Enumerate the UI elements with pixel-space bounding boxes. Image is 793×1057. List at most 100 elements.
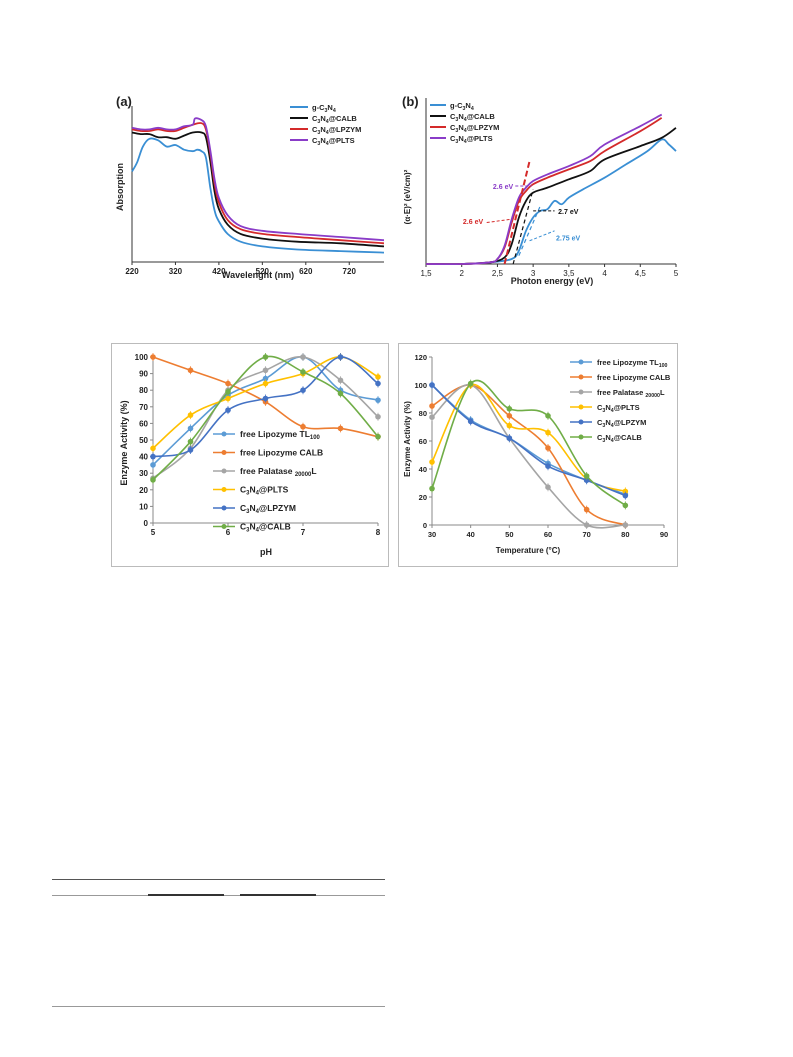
y-tick-label: 10 xyxy=(139,502,148,511)
data-point xyxy=(622,522,629,528)
x-tick-label: 80 xyxy=(621,530,629,539)
x-tick-label: 40 xyxy=(466,530,474,539)
data-point xyxy=(375,374,381,380)
y-axis-label: (α·E)² (eV/cm)² xyxy=(403,169,412,224)
y-tick-label: 0 xyxy=(423,521,427,530)
data-point xyxy=(545,429,551,436)
legend-marker xyxy=(221,468,227,474)
data-point xyxy=(337,377,344,384)
series-line xyxy=(431,384,626,497)
legend-label: free Lipozyme TL100 xyxy=(240,429,321,441)
data-point xyxy=(262,380,269,387)
data-point xyxy=(150,477,156,483)
x-tick-label: 720 xyxy=(343,267,357,276)
data-point xyxy=(262,395,269,402)
legend-label: g-C3N4 xyxy=(312,103,336,114)
data-point xyxy=(429,382,435,388)
y-tick-label: 80 xyxy=(419,409,427,418)
data-point xyxy=(262,375,269,382)
x-tick-label: 1,5 xyxy=(420,269,432,278)
legend-label: g-C3N4 xyxy=(450,101,474,112)
data-point xyxy=(300,369,306,375)
data-point xyxy=(150,354,156,360)
panel-label-a: (a) xyxy=(116,94,132,109)
legend-marker xyxy=(578,419,584,425)
data-point xyxy=(187,438,194,445)
legend-label: free Lipozyme CALB xyxy=(240,448,323,458)
x-tick-label: 8 xyxy=(376,528,381,537)
legend-label: C3N4@CALB xyxy=(597,433,642,444)
y-tick-label: 120 xyxy=(414,353,427,362)
data-point xyxy=(375,433,381,440)
x-tick-label: 620 xyxy=(299,267,313,276)
legend-label: C3N4@LPZYM xyxy=(312,125,361,136)
legend-label: C3N4@LPZYM xyxy=(597,418,646,429)
data-point xyxy=(429,459,435,465)
table-group-rule-1 xyxy=(148,894,224,896)
legend-marker xyxy=(578,374,584,380)
x-axis-label: pH xyxy=(260,547,272,557)
legend-label: C3N4@CALB xyxy=(312,114,357,125)
data-point xyxy=(187,447,194,453)
data-point xyxy=(337,354,344,360)
x-tick-label: 320 xyxy=(169,267,183,276)
annotation-label: 2.6 eV xyxy=(463,219,484,226)
annotation-label: 2.7 eV xyxy=(558,209,579,216)
y-tick-label: 100 xyxy=(414,381,427,390)
chart-frame xyxy=(398,343,678,567)
y-tick-label: 0 xyxy=(144,519,149,528)
data-point xyxy=(375,397,381,403)
x-axis-label: Wavelenght (nm) xyxy=(222,270,294,280)
data-point xyxy=(187,412,194,418)
data-point xyxy=(300,354,306,360)
annotation-label: 2.75 eV xyxy=(556,235,580,242)
y-tick-label: 30 xyxy=(139,469,148,478)
y-axis-label: Enzyme Activity (%) xyxy=(403,401,412,477)
x-tick-label: 3 xyxy=(531,269,536,278)
legend-marker xyxy=(221,487,227,492)
y-tick-label: 90 xyxy=(139,370,148,379)
tangent-line xyxy=(518,205,541,256)
y-tick-label: 40 xyxy=(419,465,427,474)
x-tick-label: 520 xyxy=(256,267,270,276)
data-point xyxy=(583,506,590,513)
annotation-arrow xyxy=(486,218,512,223)
legend-marker xyxy=(221,524,227,529)
x-tick-label: 2 xyxy=(459,269,464,278)
legend-label: C3N4@LPZYM xyxy=(240,503,296,515)
annotation-arrow xyxy=(529,230,555,242)
data-point xyxy=(225,389,231,395)
x-axis-label: Photon energy (eV) xyxy=(511,276,594,286)
data-point xyxy=(150,453,156,460)
legend-label: C3N4@CALB xyxy=(240,522,291,534)
data-point xyxy=(187,425,194,432)
y-axis-label: Absorption xyxy=(115,163,125,211)
data-point xyxy=(506,406,513,412)
x-tick-label: 3,5 xyxy=(563,269,575,278)
data-point xyxy=(337,425,344,432)
data-point xyxy=(467,418,474,425)
x-tick-label: 70 xyxy=(582,530,590,539)
legend-marker xyxy=(221,505,227,511)
legend-marker xyxy=(578,359,584,365)
legend-marker xyxy=(578,434,584,440)
series-line xyxy=(425,113,663,266)
legend-label: C3N4@LPZYM xyxy=(450,123,499,134)
series-line xyxy=(431,379,626,507)
legend-marker xyxy=(578,404,584,410)
table-rule-top xyxy=(52,879,385,880)
data-point xyxy=(300,423,306,430)
series-line xyxy=(131,131,384,248)
data-point xyxy=(506,435,513,441)
series-line xyxy=(131,117,384,242)
data-point xyxy=(583,522,590,528)
data-point xyxy=(545,413,551,419)
x-tick-label: 60 xyxy=(544,530,552,539)
y-axis-label: Enzyme Activity (%) xyxy=(119,400,129,485)
x-tick-label: 4 xyxy=(602,269,607,278)
legend-marker xyxy=(221,450,227,455)
ph-activity-chart: Enzyme Activity (%) pH 0 10 20 30 40 50 60 70 80… xyxy=(111,343,389,567)
data-point xyxy=(622,488,629,495)
series-line xyxy=(131,137,384,254)
temperature-activity-chart: Enzyme Activity (%) Temperature (°C) 0 20… xyxy=(398,343,678,567)
